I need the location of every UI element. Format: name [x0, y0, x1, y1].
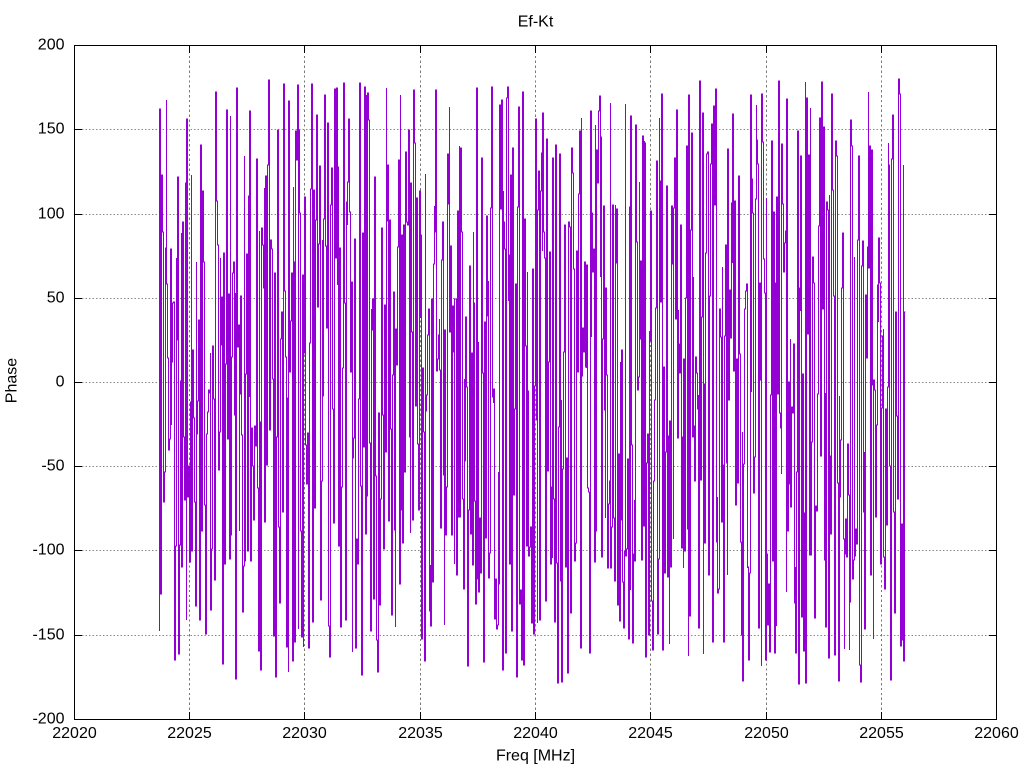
svg-text:22030: 22030	[282, 725, 327, 742]
svg-text:-200: -200	[32, 711, 64, 728]
svg-text:22025: 22025	[167, 725, 212, 742]
svg-text:-100: -100	[32, 542, 64, 559]
svg-text:-150: -150	[32, 627, 64, 644]
svg-text:22050: 22050	[744, 725, 789, 742]
svg-text:Phase: Phase	[4, 358, 21, 403]
svg-text:50: 50	[47, 290, 65, 307]
svg-text:22040: 22040	[513, 725, 558, 742]
svg-text:Ef-Kt: Ef-Kt	[518, 14, 554, 31]
svg-text:-50: -50	[41, 458, 64, 475]
svg-text:22055: 22055	[859, 725, 904, 742]
svg-text:22020: 22020	[52, 725, 97, 742]
svg-text:200: 200	[38, 37, 65, 54]
svg-text:22060: 22060	[974, 725, 1019, 742]
svg-text:150: 150	[38, 121, 65, 138]
svg-text:100: 100	[38, 206, 65, 223]
svg-text:Freq [MHz]: Freq [MHz]	[496, 748, 575, 765]
svg-text:0: 0	[56, 374, 65, 391]
svg-text:22045: 22045	[628, 725, 673, 742]
svg-text:22035: 22035	[398, 725, 443, 742]
